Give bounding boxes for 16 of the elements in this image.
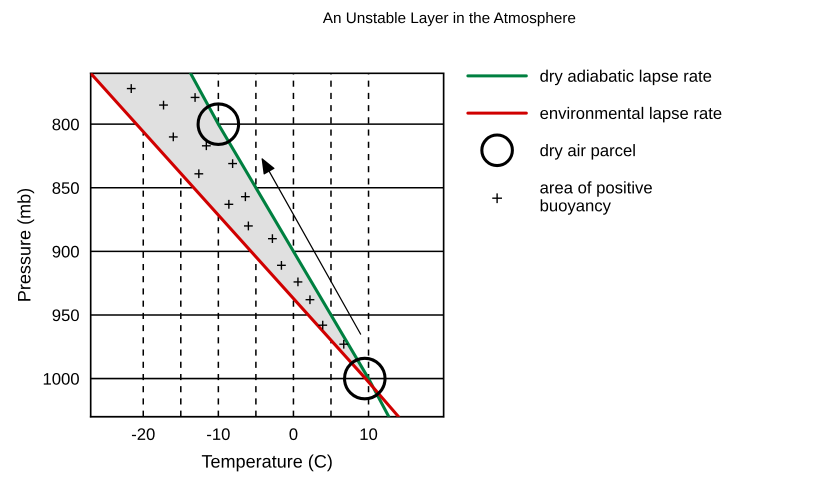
- y-tick-label: 950: [52, 309, 79, 322]
- x-tick-label: -20: [132, 428, 155, 440]
- y-tick-label: 800: [52, 118, 79, 130]
- x-tick-label: -10: [207, 428, 230, 440]
- chart-title: An Unstable Layer in the Atmosphere: [322, 12, 576, 26]
- legend-label: area of positive buoyancy: [540, 181, 652, 215]
- legend-label: environmental lapse rate: [540, 106, 722, 122]
- legend-label: dry air parcel: [540, 144, 635, 160]
- x-tick-label: 0: [289, 428, 298, 440]
- y-tick-label: 850: [52, 182, 79, 194]
- legend-label: dry adiabatic lapse rate: [540, 70, 712, 86]
- x-tick-label: 10: [360, 428, 378, 440]
- y-axis-title: Pressure (mb): [17, 188, 34, 301]
- y-tick-label: 900: [52, 246, 79, 258]
- x-axis-title: Temperature (C): [202, 454, 332, 472]
- y-tick-label: 1000: [44, 372, 79, 385]
